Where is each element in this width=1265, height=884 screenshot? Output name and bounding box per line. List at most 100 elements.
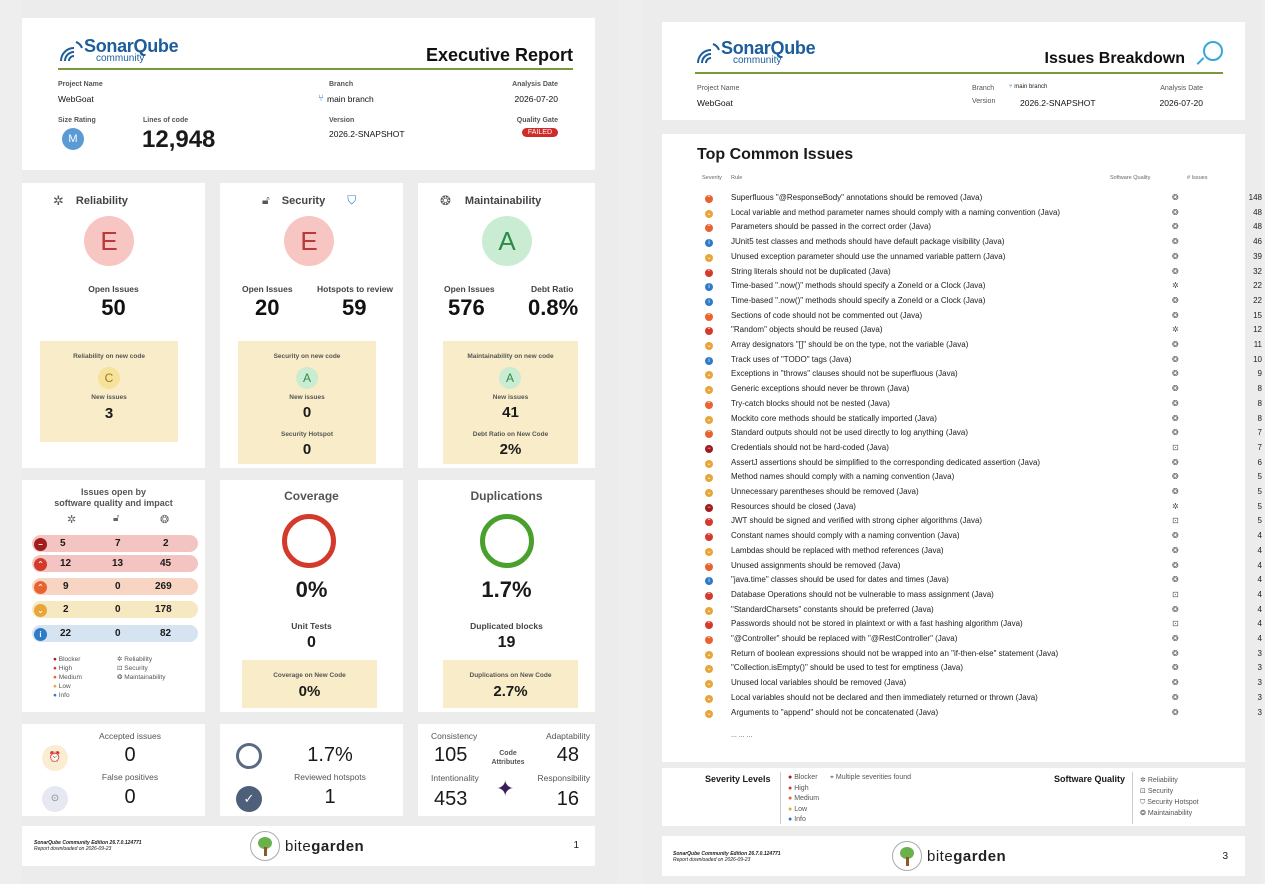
issue-count: 7 <box>1257 442 1262 452</box>
rule-text: Unused exception parameter should use th… <box>731 251 1006 261</box>
unit-tests: 0 <box>307 634 316 651</box>
high-icon: ● <box>53 665 57 672</box>
impact-row-blocker: − 5 7 2 <box>32 535 198 552</box>
maintainability-icon: ❂ <box>1172 692 1179 702</box>
bitegarden-logo: bitegarden <box>250 831 364 861</box>
blocker-icon: ● <box>788 774 793 781</box>
severity-icon: ⌄ <box>705 680 713 689</box>
maintain-open: 576 <box>448 295 485 320</box>
table-row: i Track uses of "TODO" tags (Java) ❂ 10 <box>696 354 1265 369</box>
header-card: SonarQube community Executive Report Pro… <box>22 18 595 170</box>
bug-icon: ✲ <box>67 514 77 526</box>
branch-icon: ⑂ <box>1009 84 1013 90</box>
maintainability-icon: ❂ <box>1172 648 1179 658</box>
table-row: ⌃ Database Operations should not be vulne… <box>696 589 1265 604</box>
sonarqube-logo: SonarQube community <box>58 37 179 64</box>
table-row: ⌄ AssertJ assertions should be simplified… <box>696 457 1265 472</box>
lock-icon: 🔓︎ <box>262 193 270 207</box>
rule-text: Return of boolean expressions should not… <box>731 648 1059 658</box>
title-rule-2 <box>695 72 1223 74</box>
accepted-icon: ⏰ <box>42 745 68 771</box>
coverage-value: 0% <box>295 577 328 602</box>
issue-count: 48 <box>1253 207 1262 217</box>
rule-text: Arguments to "append" should not be conc… <box>731 707 939 717</box>
maintain-new-issues: 41 <box>502 404 519 421</box>
rule-text: Unnecessary parentheses should be remove… <box>731 487 919 496</box>
coverage-new-code: Coverage on New Code 0% <box>242 660 377 708</box>
hotspots-label: Hotspots to review <box>317 284 394 294</box>
medium-icon: ● <box>788 795 793 802</box>
rule-text: "@Controller" should be replaced with "@… <box>731 634 958 643</box>
accepted-card: Accepted issues ⏰ 0 False positives ⊙ 0 <box>22 724 205 816</box>
issue-count: 12 <box>1253 325 1262 335</box>
severity-icon: i <box>705 283 713 292</box>
version-value-2: 2026.2-SNAPSHOT <box>1020 98 1096 108</box>
issue-count: 4 <box>1257 604 1262 614</box>
maintainability-icon: ❂ <box>440 193 451 208</box>
issue-count: 3 <box>1257 707 1262 717</box>
maintainability-icon: ❂ <box>1172 634 1179 643</box>
severity-icon: ⌃ <box>705 591 713 600</box>
severity-icon: ⌄ <box>705 694 713 703</box>
lock-icon: ⊡ <box>1172 589 1179 599</box>
intentionality: 453 <box>434 788 468 810</box>
issue-count: 4 <box>1257 575 1262 585</box>
table-row: ⌄ Local variables should not be declared … <box>696 692 1265 707</box>
low-icon: ● <box>788 805 793 813</box>
maintainability-icon: ❂ <box>1172 531 1179 541</box>
issue-count: 9 <box>1257 369 1262 379</box>
security-card: 🔓︎ Security ⛉ E Open Issues 20 Hotspots … <box>220 183 403 468</box>
shield-icon: ⛉ <box>347 193 357 207</box>
issue-count: 3 <box>1257 663 1262 673</box>
version-label: Version <box>329 117 355 124</box>
severity-icon: ⌄ <box>705 474 713 483</box>
tree-icon <box>250 831 280 861</box>
maintainability-grade: A <box>482 216 532 266</box>
issue-count: 15 <box>1253 310 1262 320</box>
bug-icon: ✲ <box>117 656 123 663</box>
branch-label: Branch <box>329 81 354 88</box>
consistency: 105 <box>434 744 468 766</box>
issue-count: 3 <box>1257 692 1262 702</box>
severity-icon: ⌄ <box>705 665 713 674</box>
coverage-new: 0% <box>298 683 321 700</box>
rule-text: "StandardCharsets" constants should be p… <box>731 604 934 614</box>
table-row: ⌄ Generic exceptions should never be thro… <box>696 383 1265 398</box>
severity-icon: ⌃ <box>705 562 713 571</box>
branch-value: ⑂ main branch <box>318 93 374 104</box>
maintainability-icon: ❂ <box>1172 193 1179 202</box>
branch-icon: ⑂ <box>318 93 324 104</box>
maintainability-header: ❂ Maintainability <box>440 193 542 208</box>
issue-count: 32 <box>1253 266 1262 276</box>
rule-text: "Random" objects should be reused (Java) <box>731 325 883 335</box>
issue-count: 10 <box>1253 354 1262 364</box>
maintainability-icon: ❂ <box>1172 663 1179 673</box>
issue-count: 46 <box>1253 237 1262 247</box>
rule-text: Unused local variables should be removed… <box>731 678 907 688</box>
rule-text: String literals should not be duplicated… <box>731 266 891 276</box>
table-row: ⌄ Mockito core methods should be statical… <box>696 413 1265 428</box>
severity-icon: − <box>705 444 713 453</box>
accepted-issues: 0 <box>124 744 136 766</box>
lines-of-code: 12,948 <box>142 126 216 153</box>
project-name: WebGoat <box>58 94 94 104</box>
magnifier-handle-icon <box>1196 57 1205 65</box>
quality-gate-label: Quality Gate <box>516 117 558 124</box>
maintainability-icon: ❂ <box>1172 295 1179 305</box>
legend-divider-2 <box>1132 772 1133 824</box>
rule-text: AssertJ assertions should be simplified … <box>731 457 1041 467</box>
table-row: ⌄ Return of boolean expressions should no… <box>696 648 1265 663</box>
legend-card: Severity Levels ● Blocker ● High ● Mediu… <box>662 768 1245 826</box>
severity-legend: ● Blocker ● High ● Medium ● Low ● Info <box>788 774 820 823</box>
issue-count: 4 <box>1257 634 1262 643</box>
issue-count: 11 <box>1253 340 1262 349</box>
issue-count: 5 <box>1257 487 1262 496</box>
check-icon: ✓ <box>236 786 262 812</box>
quality-legend: ✲ Reliability ⊡ Security ⛉ Security Hots… <box>1140 777 1199 817</box>
sparkle-icon: ✦ <box>496 776 515 801</box>
responsibility: 16 <box>556 788 579 810</box>
top-issues-card: Top Common Issues Severity Rule Software… <box>662 134 1262 762</box>
reviewed-hotspots: 1 <box>324 786 336 808</box>
table-row: ⌃ "Random" objects should be reused (Java… <box>696 324 1265 339</box>
maintainability-icon: ❂ <box>1172 472 1179 482</box>
